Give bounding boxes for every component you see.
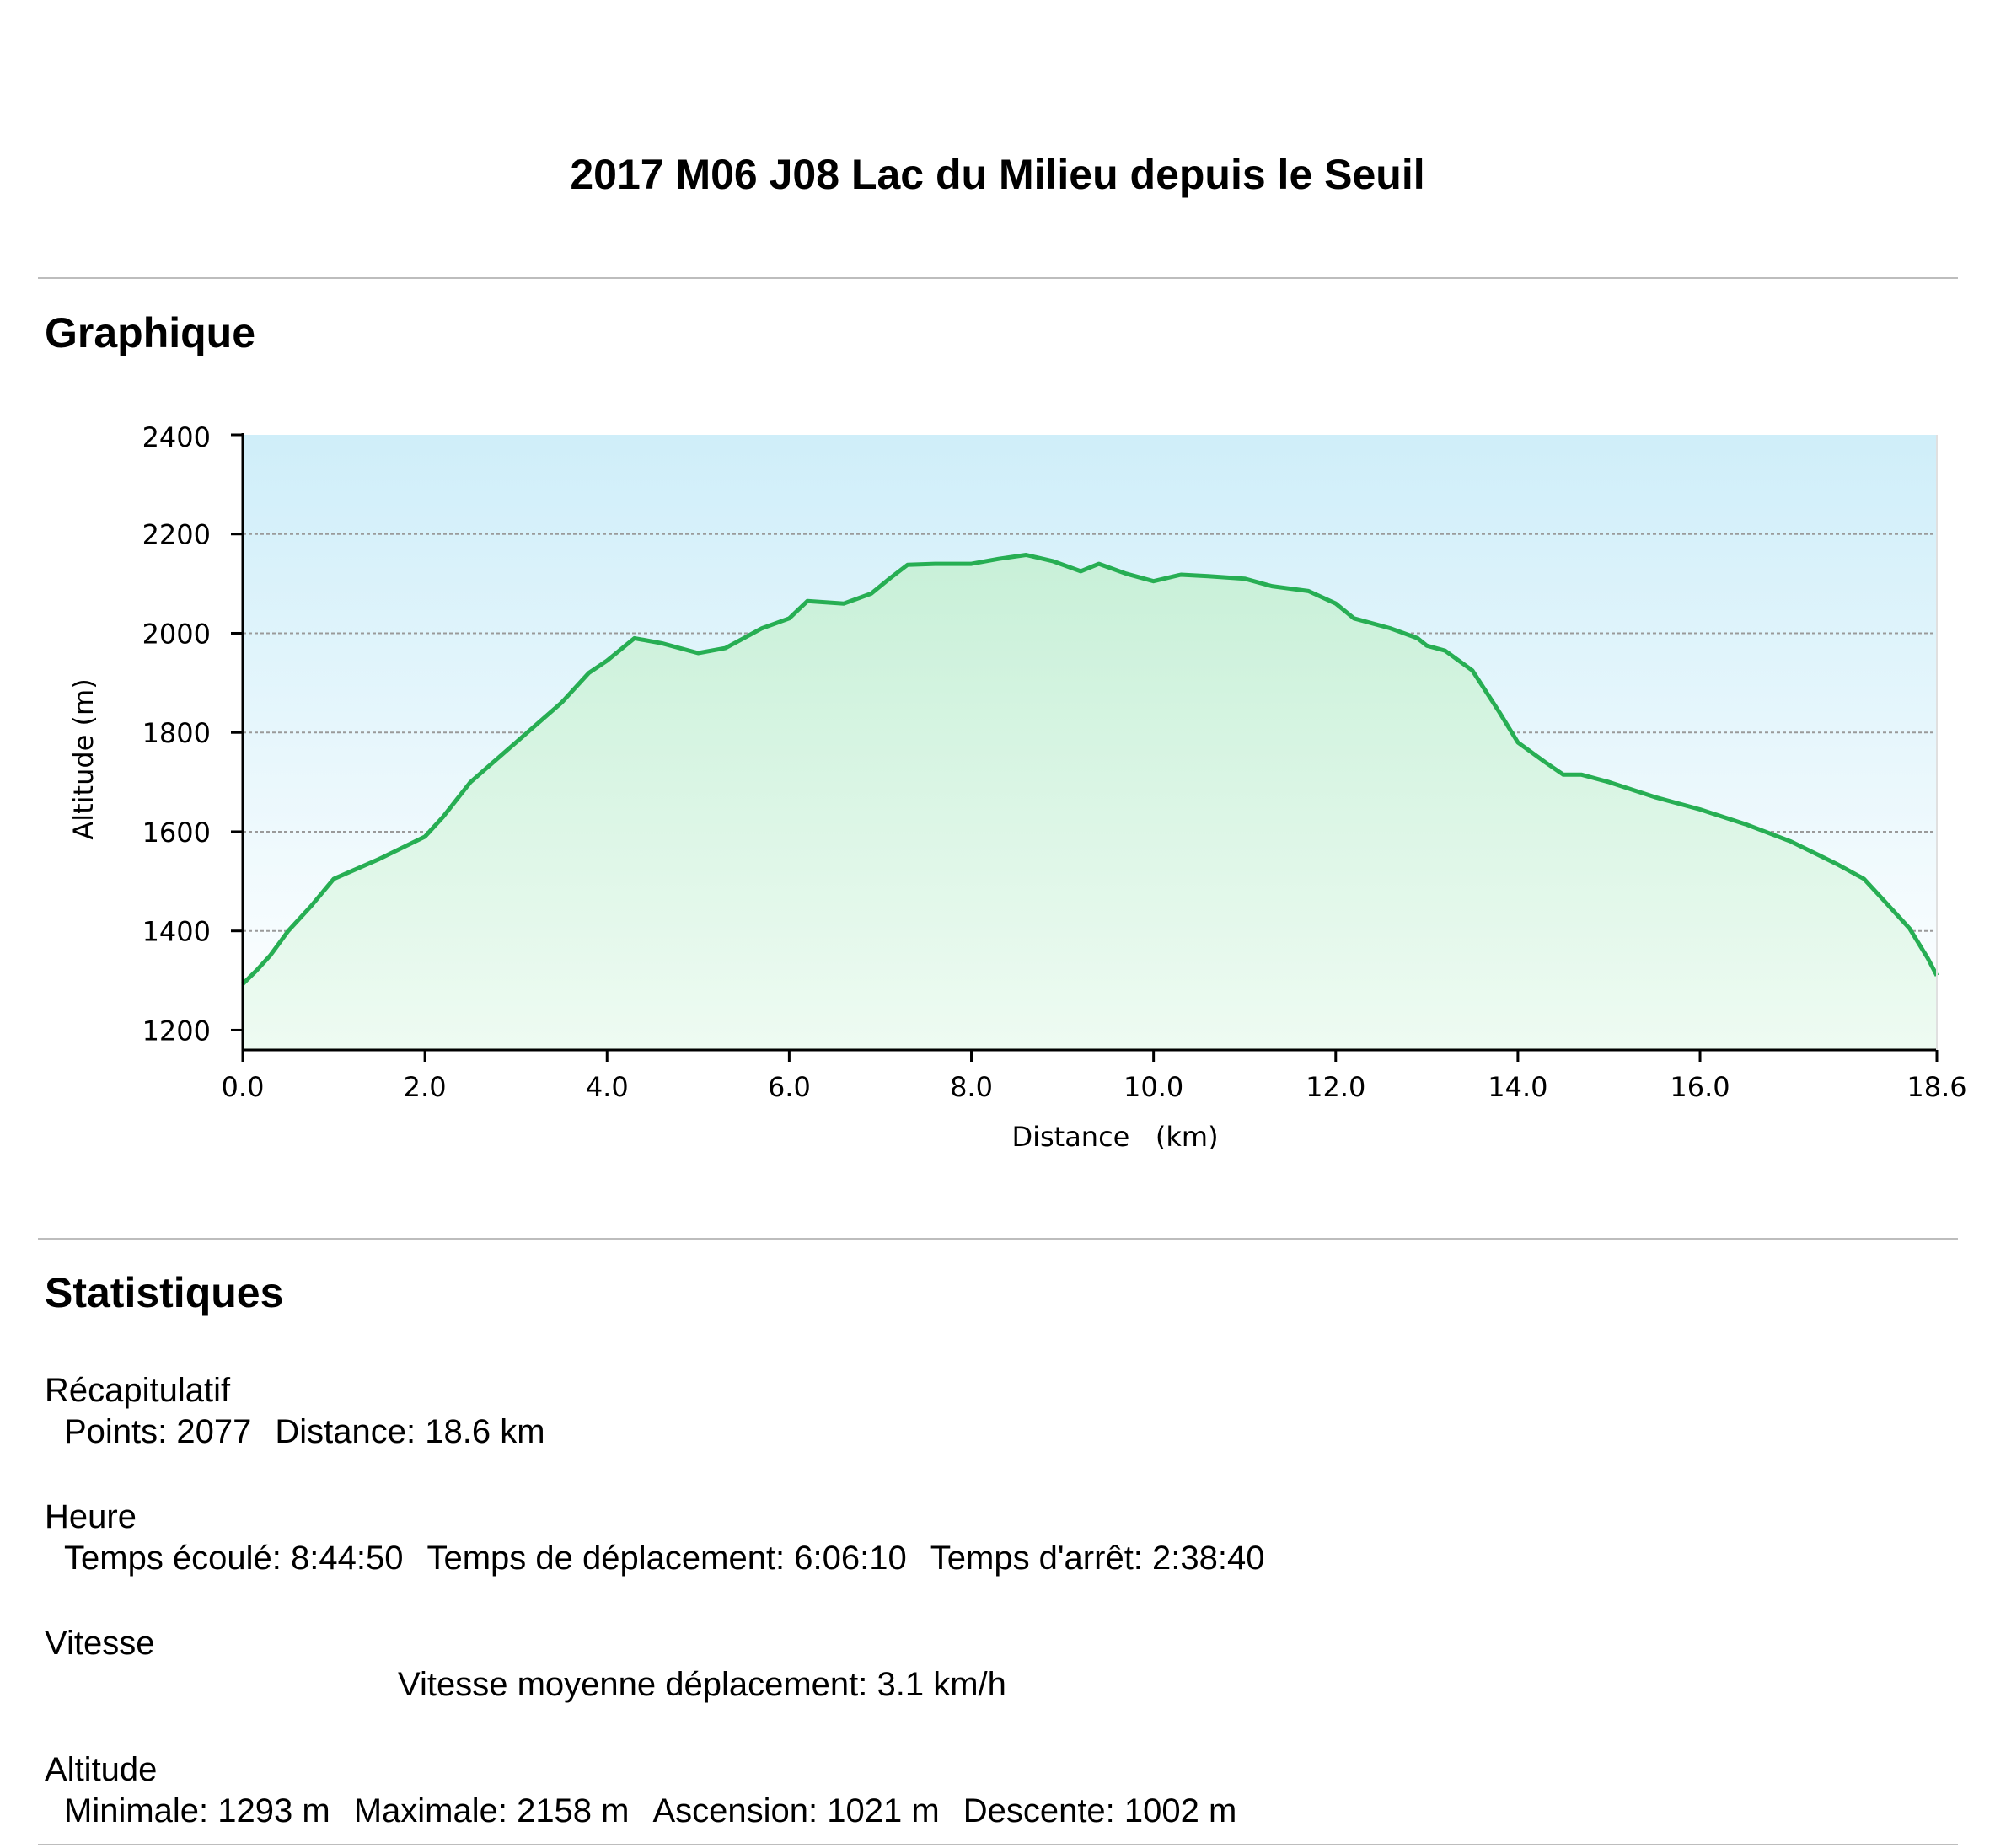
y-tick-label: 1200 bbox=[142, 1015, 211, 1047]
divider bbox=[38, 1844, 1958, 1845]
x-tick-label: 2.0 bbox=[404, 1071, 447, 1103]
elapsed-time: Temps écoulé: 8:44:50 bbox=[64, 1540, 404, 1577]
y-tick-label: 1800 bbox=[142, 717, 211, 749]
altitude-heading: Altitude bbox=[45, 1751, 158, 1788]
x-tick-label: 8.0 bbox=[950, 1071, 993, 1103]
chart-section-heading: Graphique bbox=[45, 309, 256, 356]
points-value: Points: 2077 bbox=[64, 1413, 252, 1450]
y-axis-label: Altitude (m) bbox=[67, 678, 99, 839]
y-tick-label: 2000 bbox=[142, 618, 211, 650]
moving-time: Temps de déplacement: 6:06:10 bbox=[426, 1540, 907, 1577]
page-title: 2017 M06 J08 Lac du Milieu depuis le Seu… bbox=[570, 151, 1425, 198]
x-tick-label: 0.0 bbox=[222, 1071, 265, 1103]
recap-values: Points: 2077 Distance: 18.6 km bbox=[64, 1413, 569, 1451]
y-tick-label: 1400 bbox=[142, 916, 211, 948]
x-tick-label: 12.0 bbox=[1306, 1071, 1365, 1103]
ascent-value: Ascension: 1021 m bbox=[652, 1792, 940, 1829]
x-axis-ticks: 0.0 2.0 4.0 6.0 8.0 10.0 12.0 14.0 16.0 18.6 bbox=[222, 1050, 1967, 1103]
elevation-area bbox=[243, 554, 1937, 1050]
moving-avg-speed: Vitesse moyenne déplacement: 3.1 km/h bbox=[398, 1666, 1006, 1703]
y-tick-label: 2400 bbox=[142, 421, 211, 453]
stopped-time: Temps d'arrêt: 2:38:40 bbox=[930, 1540, 1265, 1577]
recap-heading: Récapitulatif bbox=[45, 1372, 231, 1409]
x-tick-label: 6.0 bbox=[768, 1071, 811, 1103]
elevation-chart: 1200 1400 1600 1800 2000 2200 2400 0.0 2.0 4.0 6.… bbox=[67, 421, 1967, 1153]
divider bbox=[38, 1238, 1958, 1240]
y-tick-label: 1600 bbox=[142, 817, 211, 849]
max-altitude: Maximale: 2158 m bbox=[353, 1792, 630, 1829]
x-tick-label: 16.0 bbox=[1670, 1071, 1730, 1103]
x-tick-label: 14.0 bbox=[1488, 1071, 1547, 1103]
x-tick-label: 18.6 bbox=[1907, 1071, 1966, 1103]
time-values: Temps écoulé: 8:44:50 Temps de déplacemen… bbox=[64, 1540, 1289, 1577]
y-axis-ticks: 1200 1400 1600 1800 2000 2200 2400 bbox=[142, 421, 243, 1047]
x-tick-label: 10.0 bbox=[1124, 1071, 1183, 1103]
y-tick-label: 2200 bbox=[142, 519, 211, 551]
divider bbox=[38, 277, 1958, 279]
descent-value: Descente: 1002 m bbox=[963, 1792, 1237, 1829]
distance-value: Distance: 18.6 km bbox=[275, 1413, 545, 1450]
elevation-line bbox=[241, 553, 1939, 986]
stats-section-heading: Statistiques bbox=[45, 1269, 284, 1316]
speed-values: Vitesse moyenne déplacement: 3.1 km/h bbox=[398, 1666, 1030, 1704]
speed-heading: Vitesse bbox=[45, 1625, 155, 1662]
min-altitude: Minimale: 1293 m bbox=[64, 1792, 330, 1829]
x-axis-label: Distance (km) bbox=[1011, 1121, 1218, 1153]
axes bbox=[241, 433, 1938, 1052]
x-tick-label: 4.0 bbox=[586, 1071, 629, 1103]
altitude-values: Minimale: 1293 m Maximale: 2158 m Ascensio… bbox=[64, 1792, 1260, 1830]
time-heading: Heure bbox=[45, 1498, 137, 1535]
